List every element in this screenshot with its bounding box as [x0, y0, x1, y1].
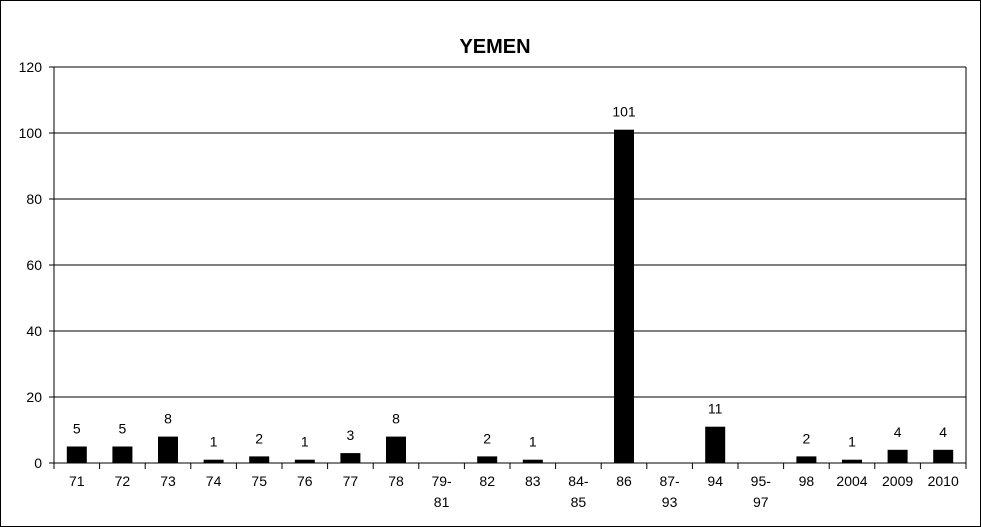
data-label: 8 — [164, 411, 172, 427]
data-label: 1 — [301, 434, 309, 450]
y-tick-label: 40 — [26, 323, 42, 339]
bar — [386, 436, 406, 463]
bar — [66, 446, 87, 463]
x-tick-label: 78 — [388, 473, 404, 489]
data-label: 2 — [803, 430, 811, 446]
x-tick-label: 2010 — [928, 473, 959, 489]
x-tick-label: 82 — [479, 473, 495, 489]
x-tick-label: 87- — [659, 473, 680, 489]
data-label: 3 — [347, 427, 355, 443]
x-tick-label: 86 — [616, 473, 632, 489]
x-tick-label: 72 — [115, 473, 131, 489]
y-tick-label: 100 — [19, 125, 43, 141]
x-tick-label: 97 — [753, 494, 769, 510]
gridlines — [54, 66, 967, 463]
x-tick-label: 2009 — [882, 473, 913, 489]
x-tick-label: 93 — [662, 494, 678, 510]
x-tick-label: 71 — [69, 473, 85, 489]
data-label: 5 — [73, 421, 81, 437]
bar — [340, 453, 361, 463]
data-label: 1 — [529, 434, 537, 450]
bars — [66, 129, 954, 463]
x-tick-label: 85 — [571, 494, 587, 510]
bar — [614, 129, 634, 463]
x-tick-label: 81 — [434, 494, 450, 510]
bar — [203, 459, 224, 463]
x-tick-label: 74 — [206, 473, 222, 489]
x-tick-label: 76 — [297, 473, 313, 489]
x-tick-label: 73 — [160, 473, 176, 489]
bar — [705, 426, 726, 463]
x-tick-label: 84- — [568, 473, 589, 489]
data-label: 4 — [939, 424, 947, 440]
bar — [477, 456, 498, 463]
data-label: 8 — [392, 411, 400, 427]
bar — [158, 436, 178, 463]
x-tick-label: 98 — [799, 473, 815, 489]
data-label: 101 — [612, 104, 636, 120]
x-tick-label: 95- — [751, 473, 772, 489]
bar — [887, 449, 908, 463]
bar — [294, 459, 315, 463]
bar — [933, 449, 954, 463]
data-label: 1 — [848, 434, 856, 450]
x-tick-label: 79- — [431, 473, 452, 489]
y-axis: 0 20 40 60 80 100 120 — [19, 59, 55, 471]
data-label: 2 — [255, 430, 263, 446]
x-axis: 71 72 73 74 75 76 77 78 79- 81 82 83 84- 85 86 87- 93 94 9… — [53, 462, 967, 510]
chart-title: YEMEN — [459, 36, 530, 58]
y-tick-label: 120 — [19, 59, 43, 75]
bar — [842, 459, 862, 463]
data-label: 5 — [119, 421, 127, 437]
bar — [522, 459, 543, 463]
x-tick-label: 94 — [707, 473, 723, 489]
bar — [249, 456, 270, 463]
y-tick-label: 60 — [26, 257, 42, 273]
x-tick-label: 83 — [525, 473, 541, 489]
data-label: 1 — [210, 434, 218, 450]
y-tick-label: 0 — [34, 455, 42, 471]
data-label: 11 — [708, 401, 723, 417]
y-tick-label: 20 — [26, 389, 42, 405]
data-label: 2 — [483, 430, 491, 446]
y-tick-label: 80 — [26, 191, 42, 207]
x-tick-label: 75 — [251, 473, 267, 489]
x-tick-label: 2004 — [836, 473, 867, 489]
x-tick-label: 77 — [343, 473, 359, 489]
bar — [796, 456, 817, 463]
bar — [112, 446, 133, 463]
data-labels: 5 5 8 1 2 1 3 8 2 1 101 11 2 1 4 4 — [73, 104, 947, 450]
data-label: 4 — [894, 424, 902, 440]
